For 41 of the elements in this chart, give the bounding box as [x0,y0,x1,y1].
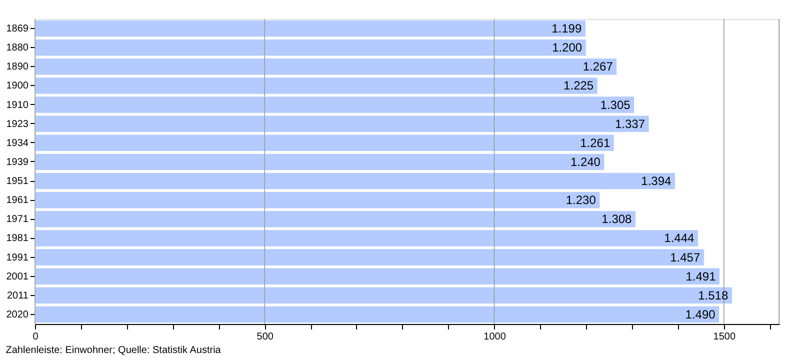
y-tick-label: 1939 [6,156,29,168]
x-tick-label: 0 [32,332,39,342]
data-label: 1.240 [570,154,601,169]
data-label: 1.225 [564,78,594,93]
x-tick-label: 1500 [713,332,736,342]
data-label: 1.200 [552,40,582,55]
y-tick-label: 1900 [6,80,29,92]
data-label: 1.230 [566,193,596,208]
bar [34,306,720,324]
bar [34,153,605,171]
data-label: 1.261 [580,136,610,150]
bar [34,172,676,190]
y-tick-label: 1961 [6,195,29,206]
text: Zahlenleiste: Einwohner; Quelle: Statistik Austria [6,345,222,356]
y-tick-label: 2020 [6,309,29,320]
data-label: 1.457 [670,250,700,264]
y-tick-label: 1951 [6,176,29,188]
data-label: 1.337 [615,116,646,131]
data-label: 1.267 [582,60,614,74]
data-label: 1.305 [600,98,631,112]
y-tick-label: 1981 [6,233,29,244]
y-tick-label: 1890 [6,62,29,73]
y-tick-label: 1910 [6,100,29,111]
y-tick-label: 1934 [6,138,29,149]
data-label: 1.199 [552,22,582,36]
data-label: 1.394 [641,174,672,188]
y-tick-label: 1923 [6,118,29,130]
y-tick-label: 2011 [6,290,29,302]
data-label: 1.490 [685,307,716,322]
y-tick-label: 1971 [6,214,29,226]
y-tick-label: 1869 [6,24,29,35]
bar [34,20,586,38]
data-label: 1.444 [664,231,694,246]
data-label: 1.491 [686,269,716,284]
x-tick-label: 500 [256,332,274,342]
y-tick-label: 2001 [6,271,29,282]
data-label: 1.518 [698,288,728,302]
data-label: 1.308 [602,212,632,226]
y-tick-label: 1991 [6,252,29,264]
x-tick-label: 1000 [484,332,506,342]
y-tick-label: 1880 [6,42,29,54]
